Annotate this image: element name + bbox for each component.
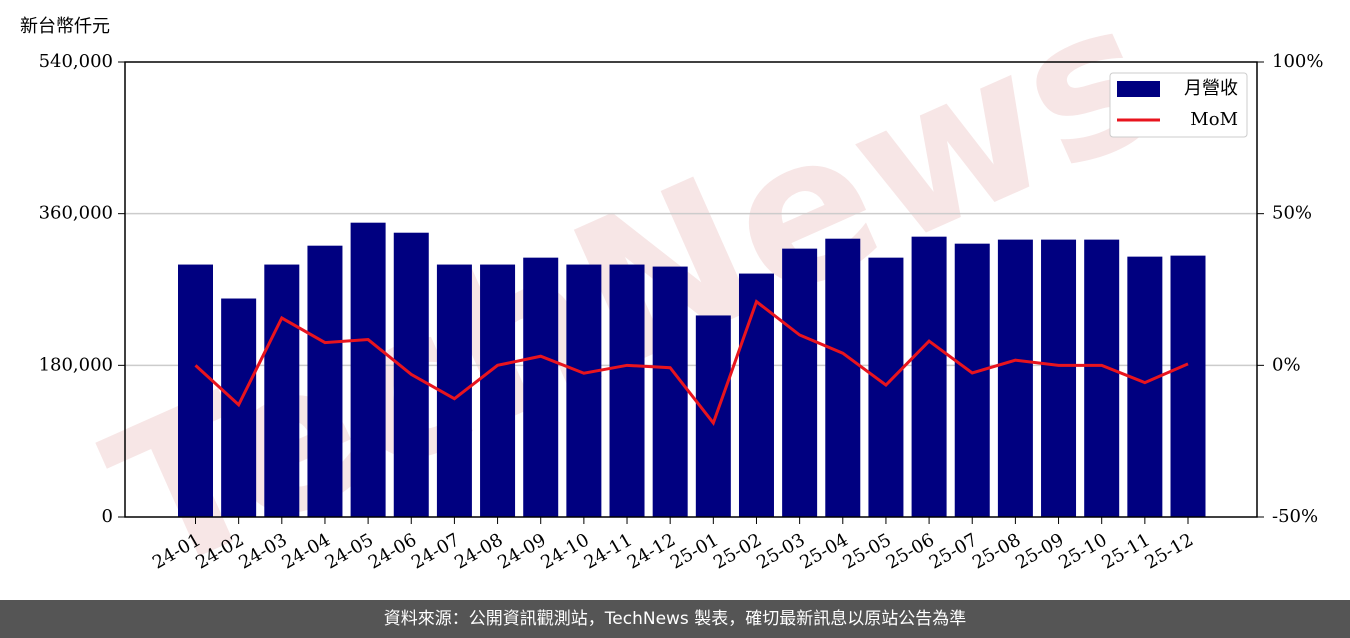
legend-label: MoM <box>1190 109 1238 130</box>
y-tick-label: 180,000 <box>39 354 113 375</box>
x-tick-label: 25-04 <box>796 529 851 573</box>
x-tick-label: 25-02 <box>710 529 765 573</box>
bar <box>997 239 1033 517</box>
bar <box>480 264 516 517</box>
x-tick-label: 24-11 <box>581 529 636 573</box>
bar <box>825 238 861 518</box>
bar <box>652 266 688 517</box>
bar <box>566 264 602 517</box>
y2-tick-label: 0% <box>1272 354 1301 375</box>
x-tick-label: 24-07 <box>408 529 463 573</box>
x-tick-label: 25-12 <box>1142 529 1197 573</box>
y-tick-label: 540,000 <box>39 51 113 72</box>
plot-frame <box>124 61 1258 518</box>
bar <box>178 264 213 517</box>
bar <box>1127 256 1163 517</box>
bar <box>695 315 731 517</box>
bar <box>954 243 990 517</box>
bar <box>1170 255 1206 517</box>
chart: 新台幣仟元TechNews0180,000360,000540,000-50%0… <box>20 0 1323 620</box>
x-tick-label: 25-01 <box>667 529 722 573</box>
bar <box>868 257 904 517</box>
y2-tick-label: -50% <box>1272 506 1318 527</box>
x-tick-label: 25-06 <box>883 529 938 573</box>
bar <box>738 273 774 517</box>
x-tick-label: 25-11 <box>1098 529 1153 573</box>
x-tick-label: 24-12 <box>624 529 679 573</box>
bar <box>1084 239 1120 517</box>
bar <box>350 222 386 517</box>
footer: 資料來源：公開資訊觀測站，TechNews 製表，確切最新訊息以原站公告為準 <box>0 600 1350 638</box>
bar <box>911 236 947 518</box>
x-tick-label: 25-08 <box>969 529 1024 573</box>
y-tick-label: 0 <box>102 506 113 527</box>
x-tick-label: 25-03 <box>753 529 808 573</box>
bar <box>307 245 343 517</box>
y-tick-label: 360,000 <box>39 203 113 224</box>
bar <box>1041 239 1077 517</box>
line <box>194 299 1189 427</box>
x-tick-label: 25-07 <box>926 529 981 573</box>
bar <box>221 298 257 517</box>
legend-label: 月營收 <box>1184 78 1238 99</box>
bar <box>609 264 645 517</box>
x-tick-label: 24-09 <box>494 529 549 573</box>
x-tick-label: 24-06 <box>365 529 420 573</box>
legend-swatch <box>1117 81 1160 97</box>
y2-tick-label: 50% <box>1272 203 1312 224</box>
x-tick-label: 25-10 <box>1055 529 1110 573</box>
y-axis-title: 新台幣仟元 <box>20 16 110 37</box>
x-tick-label: 24-08 <box>451 529 506 573</box>
bar <box>523 257 559 517</box>
bar <box>782 248 818 517</box>
y2-tick-label: 100% <box>1272 51 1323 72</box>
x-tick-label: 25-09 <box>1012 529 1067 573</box>
x-tick-label: 24-10 <box>537 529 592 573</box>
bar <box>264 264 300 517</box>
x-tick-label: 25-05 <box>839 529 894 573</box>
